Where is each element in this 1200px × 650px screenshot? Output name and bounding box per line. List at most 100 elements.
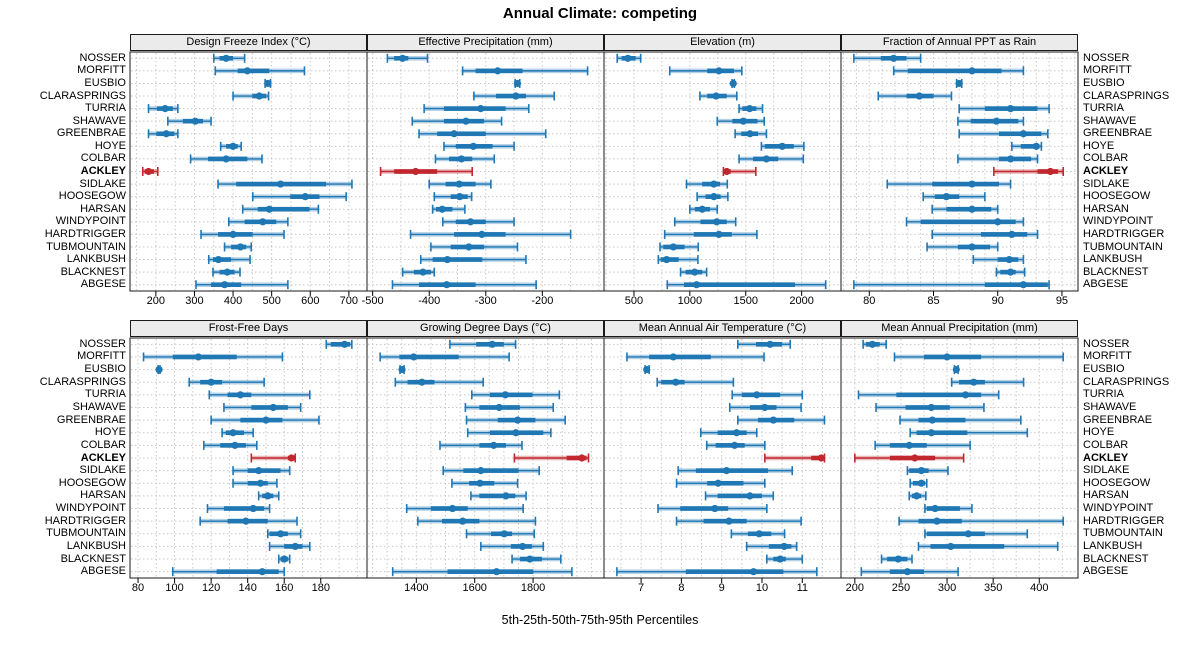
interval-clarasprings xyxy=(699,91,738,101)
station-label-right-hardtrigger: HARDTRIGGER xyxy=(1083,227,1165,240)
median-dot xyxy=(514,416,522,424)
station-label-left-ackley: ACKLEY xyxy=(80,165,126,177)
station-label-left-shawave: SHAWAVE xyxy=(72,401,126,413)
interval-clarasprings xyxy=(877,91,953,101)
interval-tubmountain xyxy=(430,242,519,252)
interval-lankbush xyxy=(480,541,545,551)
median-dot xyxy=(1005,255,1013,264)
interval-tubmountain xyxy=(266,529,302,539)
interval-tubmountain xyxy=(924,529,1029,539)
interval-shawave xyxy=(728,402,802,412)
station-label-left-greenbrae: GREENBRAE xyxy=(56,413,126,426)
range-25-75-bar xyxy=(649,354,711,360)
interval-clarasprings xyxy=(232,91,270,101)
median-dot xyxy=(455,180,463,188)
median-dot xyxy=(340,340,349,348)
median-dot xyxy=(992,117,1001,125)
median-dot xyxy=(476,479,484,487)
tick-label: 180 xyxy=(312,582,330,594)
interval-turria xyxy=(857,390,1000,400)
median-dot xyxy=(749,568,758,576)
interval-shawave xyxy=(167,116,212,126)
interval-colbar xyxy=(738,154,805,164)
median-dot xyxy=(722,467,731,475)
interval-hoosegow xyxy=(251,192,347,202)
station-label-right-windypoint: WINDYPOINT xyxy=(1083,215,1154,228)
interval-abgese xyxy=(860,567,959,577)
interval-harsan xyxy=(908,491,927,501)
median-dot xyxy=(1008,230,1016,238)
range-25-75-bar xyxy=(932,181,999,187)
station-label-left-blacknest: BLACKNEST xyxy=(60,552,126,565)
station-label-right-turria: TURRIA xyxy=(1083,102,1124,115)
station-label-right-harsan: HARSAN xyxy=(1083,489,1129,502)
interval-colbar xyxy=(957,154,1039,164)
median-dot xyxy=(276,530,285,538)
station-label-left-windypoint: WINDYPOINT xyxy=(55,502,126,514)
median-dot xyxy=(478,230,486,238)
interval-hoosegow xyxy=(675,478,766,488)
interval-sidlake xyxy=(428,179,492,189)
station-label-left-hoosegow: HOOSEGOW xyxy=(58,190,126,203)
median-dot xyxy=(817,454,825,462)
interval-abgese xyxy=(616,567,818,577)
median-dot xyxy=(733,429,741,437)
median-dot xyxy=(672,378,680,386)
interval-abgese xyxy=(171,567,286,577)
median-dot xyxy=(1019,281,1028,289)
range-25-75-bar xyxy=(920,219,1016,225)
panel-0: 200 300 400 500 600 700 xyxy=(129,51,368,307)
median-dot xyxy=(933,517,941,525)
station-label-right-tubmountain: TUBMOUNTAIN xyxy=(1083,527,1163,540)
panel-header-elevation: Elevation (m) xyxy=(604,34,841,51)
station-label-right-morfitt: MORFITT xyxy=(1083,64,1132,77)
interval-hardtrigger xyxy=(898,516,1065,526)
interval-greenbrae xyxy=(899,415,1022,425)
interval-hoosegow xyxy=(909,478,928,488)
median-dot xyxy=(753,391,761,399)
median-dot xyxy=(730,441,739,449)
interval-eusbio xyxy=(264,78,272,88)
median-dot xyxy=(961,391,970,399)
median-dot xyxy=(905,441,913,449)
median-dot xyxy=(438,205,446,213)
median-dot xyxy=(191,117,199,125)
interval-morfitt xyxy=(379,352,510,362)
station-label-right-ackley: ACKLEY xyxy=(1083,165,1129,177)
median-dot xyxy=(256,479,265,487)
station-label-left-lankbush: LANKBUSH xyxy=(66,253,126,266)
interval-windypoint xyxy=(657,504,768,514)
median-dot xyxy=(276,180,285,188)
tick-label: 1400 xyxy=(404,582,428,594)
median-dot xyxy=(477,467,485,475)
panel-2: 500 1000 1500 2000 xyxy=(603,51,842,307)
range-25-75-bar xyxy=(240,417,283,423)
median-dot xyxy=(214,255,222,264)
range-25-75-bar xyxy=(918,417,966,423)
median-dot xyxy=(955,79,963,88)
median-dot xyxy=(465,243,473,251)
interval-hoosegow xyxy=(696,192,729,202)
interval-blacknest xyxy=(679,267,708,277)
interval-hoye xyxy=(443,141,515,151)
range-25-75-bar xyxy=(926,506,960,511)
interval-eusbio xyxy=(643,365,651,375)
median-dot xyxy=(1006,268,1015,276)
interval-eusbio xyxy=(952,365,960,375)
interval-windypoint xyxy=(905,217,1025,227)
range-25-75-bar xyxy=(566,455,587,461)
median-dot xyxy=(501,391,509,399)
panel-header-effective-precipitation: Effective Precipitation (mm) xyxy=(367,34,604,51)
interval-highlight-ackley xyxy=(722,167,757,176)
median-dot xyxy=(236,243,244,251)
median-dot xyxy=(287,454,296,462)
median-dot xyxy=(512,429,520,437)
median-dot xyxy=(526,555,534,563)
median-dot xyxy=(500,530,508,538)
tick-label: 700 xyxy=(340,295,358,307)
median-dot xyxy=(911,454,919,462)
station-label-left-sidlake: SIDLAKE xyxy=(79,177,126,190)
station-label-right-abgese: ABGESE xyxy=(1083,565,1129,578)
median-dot xyxy=(968,67,976,75)
median-dot xyxy=(698,205,706,213)
